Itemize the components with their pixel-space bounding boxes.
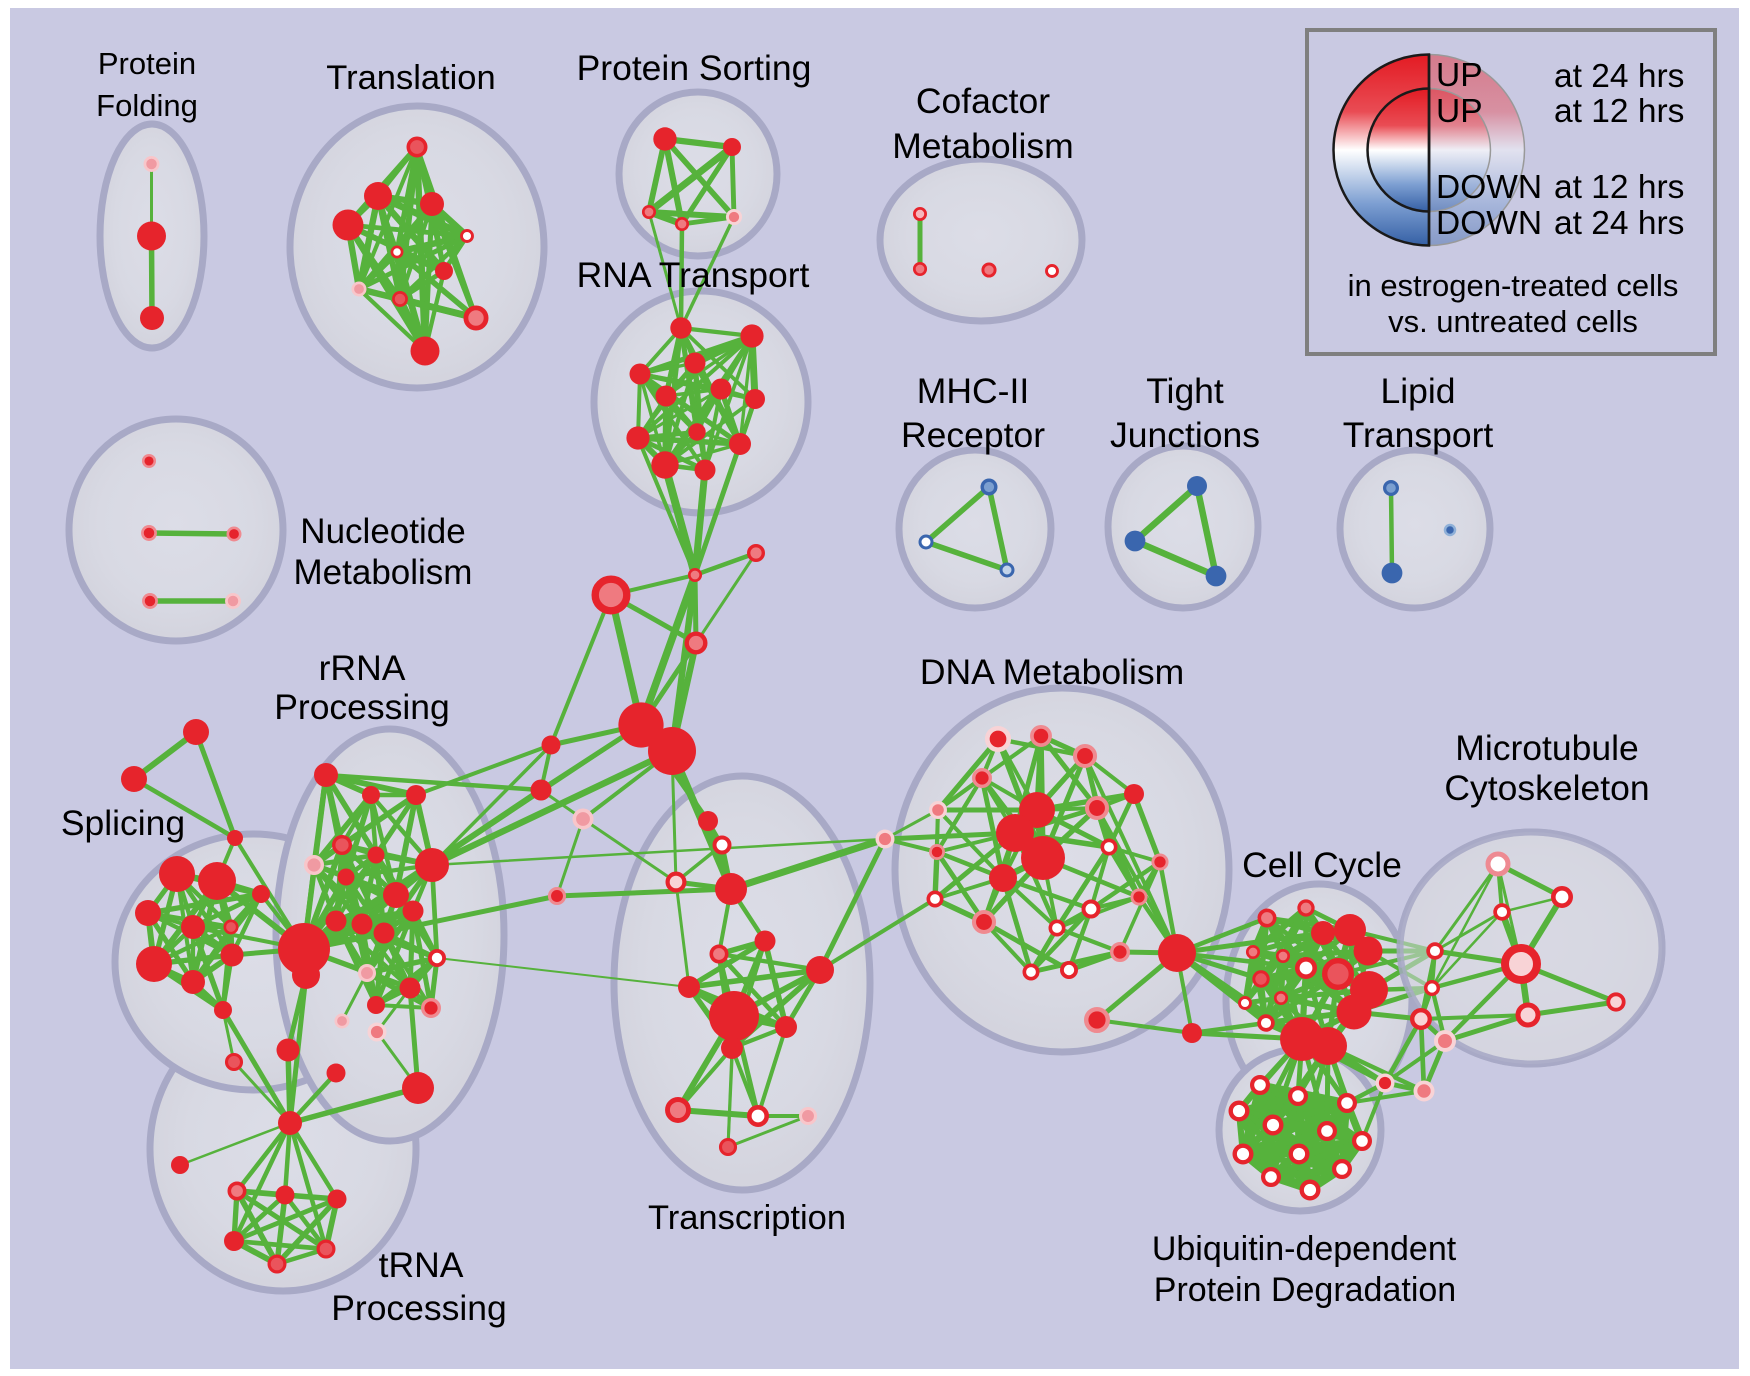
svg-text:in estrogen-treated cells: in estrogen-treated cells	[1348, 268, 1679, 303]
svg-text:RNA Transport: RNA Transport	[577, 255, 810, 295]
svg-text:Protein Degradation: Protein Degradation	[1154, 1271, 1456, 1309]
svg-text:MHC-II: MHC-II	[917, 371, 1029, 411]
svg-text:Protein: Protein	[98, 46, 196, 81]
svg-text:at 12 hrs: at 12 hrs	[1554, 169, 1684, 206]
svg-text:Processing: Processing	[274, 687, 450, 727]
svg-text:DOWN: DOWN	[1436, 205, 1542, 242]
svg-text:Transport: Transport	[1343, 415, 1494, 455]
svg-text:Microtubule: Microtubule	[1455, 728, 1639, 768]
svg-text:Translation: Translation	[326, 59, 495, 97]
svg-text:Cell Cycle: Cell Cycle	[1242, 845, 1402, 885]
svg-text:Tight: Tight	[1146, 371, 1224, 411]
svg-text:Protein Sorting: Protein Sorting	[577, 48, 812, 88]
svg-text:Processing: Processing	[331, 1288, 507, 1328]
svg-text:Transcription: Transcription	[648, 1199, 846, 1237]
svg-text:UP: UP	[1436, 57, 1483, 94]
svg-text:DOWN: DOWN	[1436, 169, 1542, 206]
svg-text:Ubiquitin-dependent: Ubiquitin-dependent	[1152, 1230, 1457, 1268]
svg-text:Junctions: Junctions	[1110, 415, 1260, 455]
svg-text:Metabolism: Metabolism	[294, 553, 473, 592]
svg-text:Receptor: Receptor	[901, 415, 1045, 455]
svg-text:Splicing: Splicing	[61, 803, 185, 843]
svg-text:at 24 hrs: at 24 hrs	[1554, 205, 1684, 242]
svg-text:rRNA: rRNA	[319, 648, 406, 688]
svg-text:vs. untreated cells: vs. untreated cells	[1388, 304, 1638, 339]
svg-text:Nucleotide: Nucleotide	[300, 512, 465, 551]
svg-text:Metabolism: Metabolism	[892, 126, 1074, 166]
svg-text:at 24 hrs: at 24 hrs	[1554, 58, 1684, 95]
svg-text:Folding: Folding	[96, 88, 198, 123]
svg-text:at 12 hrs: at 12 hrs	[1554, 93, 1684, 130]
svg-text:Cofactor: Cofactor	[916, 81, 1050, 121]
svg-text:Cytoskeleton: Cytoskeleton	[1444, 768, 1649, 808]
svg-text:UP: UP	[1436, 93, 1483, 130]
svg-text:tRNA: tRNA	[379, 1245, 464, 1285]
svg-text:Lipid: Lipid	[1380, 371, 1455, 411]
svg-text:DNA Metabolism: DNA Metabolism	[920, 652, 1184, 692]
